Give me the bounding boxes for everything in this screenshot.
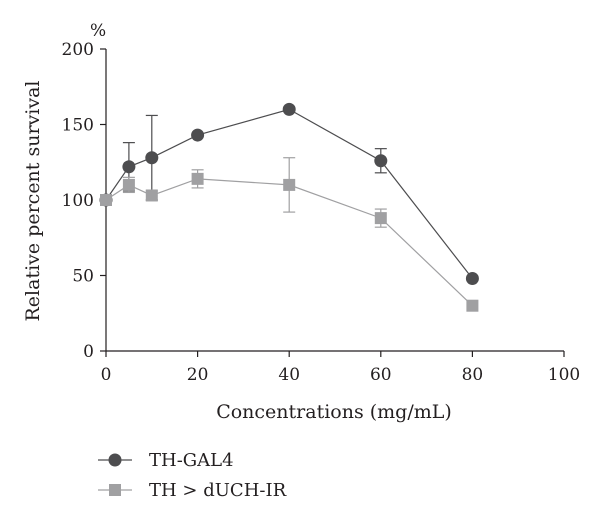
x-tick-label-0: 0 (101, 365, 112, 385)
x-axis-title: Concentrations (mg/mL) (216, 401, 452, 423)
data-point-1-0 (100, 194, 112, 206)
data-point-1-2 (145, 189, 158, 202)
x-tick-label-2: 40 (278, 365, 300, 385)
legend-label-0: TH-GAL4 (149, 450, 234, 471)
data-point-0-2 (145, 151, 159, 165)
legend-marker-1 (109, 484, 121, 496)
y-tick-label-2: 100 (62, 191, 94, 211)
data-point-1-1 (122, 178, 135, 191)
axes: 0 50 100 150 200 0 20 40 60 80 100 (62, 40, 581, 385)
legend-item-1: TH > dUCH-IR (98, 480, 287, 501)
data-point-1-4 (283, 178, 296, 191)
x-tick-label-5: 100 (548, 365, 580, 385)
data-point-0-4 (282, 102, 296, 116)
y-tick-label-3: 150 (62, 116, 94, 136)
data-point-0-6 (465, 272, 479, 286)
legend-marker-0 (108, 453, 122, 467)
x-tick-label-1: 20 (187, 365, 209, 385)
legend: TH-GAL4 TH > dUCH-IR (98, 450, 287, 501)
data-point-0-1 (122, 160, 136, 174)
data-point-1-6 (466, 299, 479, 312)
data-point-0-3 (191, 128, 205, 142)
legend-label-1: TH > dUCH-IR (149, 480, 287, 501)
series-1 (100, 157, 479, 312)
data-point-0-5 (374, 154, 388, 168)
data-point-1-5 (374, 212, 387, 225)
legend-item-0: TH-GAL4 (98, 450, 234, 471)
x-tick-label-4: 80 (462, 365, 484, 385)
y-tick-label-0: 0 (83, 342, 94, 362)
y-tick-label-4: 200 (62, 40, 94, 60)
y-unit: % (90, 21, 106, 41)
y-tick-label-1: 50 (72, 267, 94, 287)
y-axis-title: Relative percent survival (22, 81, 44, 322)
data-point-1-3 (191, 172, 204, 185)
y-unit-label: % (90, 21, 106, 41)
series-layer (99, 102, 479, 312)
x-tick-label-3: 60 (370, 365, 392, 385)
